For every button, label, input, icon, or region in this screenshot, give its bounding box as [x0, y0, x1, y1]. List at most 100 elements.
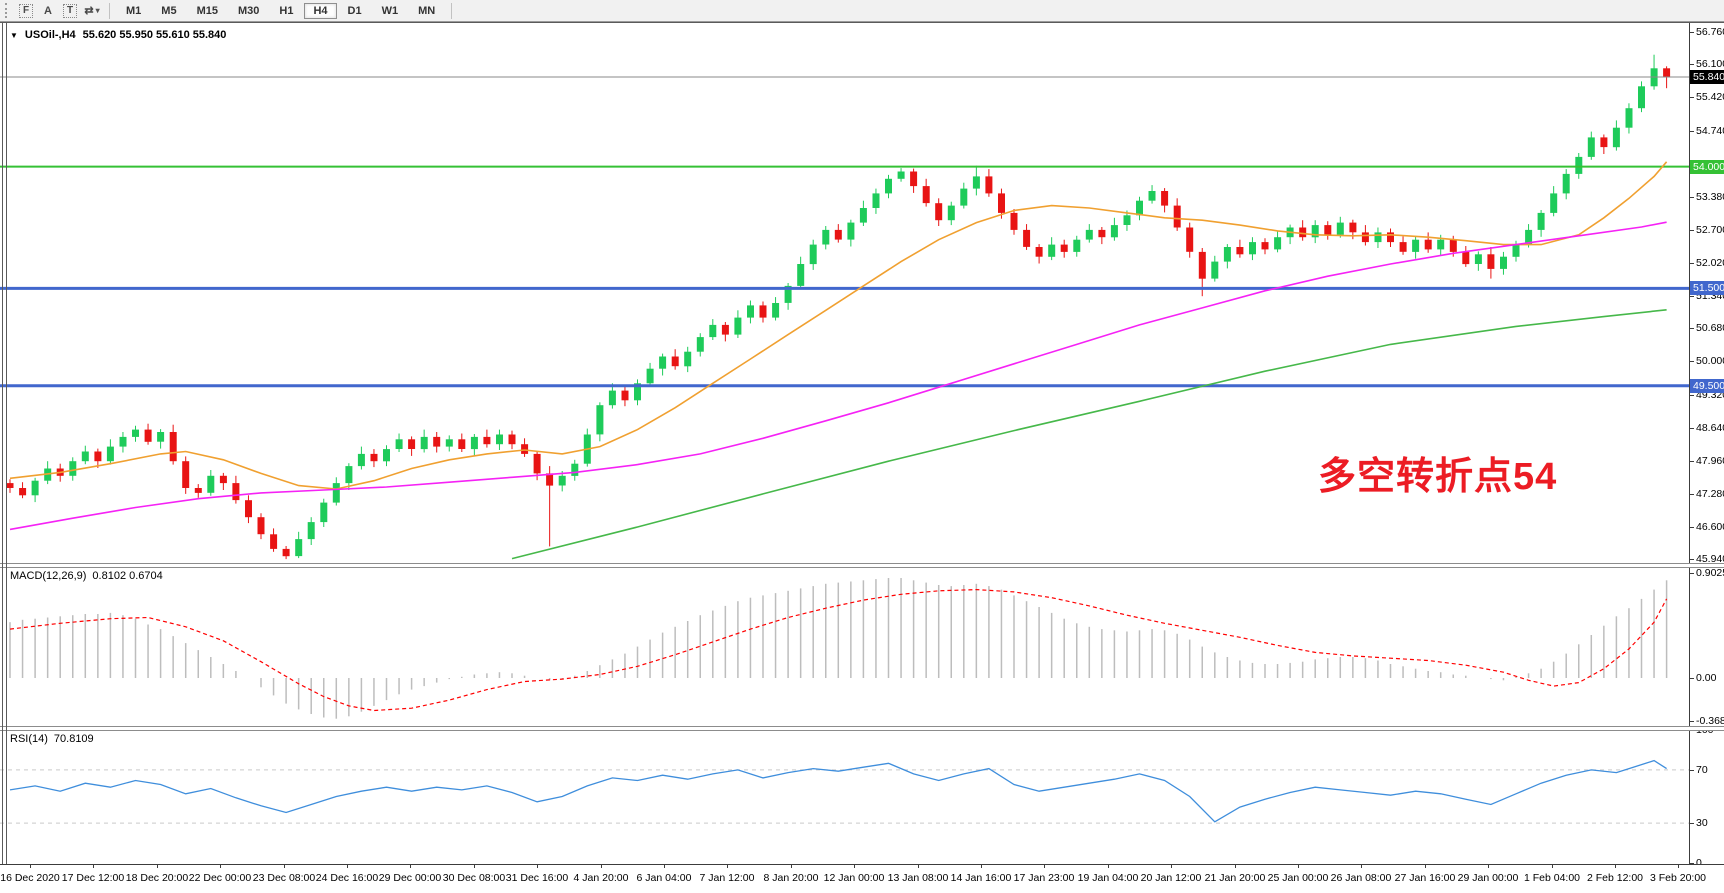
time-axis-label: 18 Dec 20:00 [125, 872, 189, 884]
time-axis-label: 31 Dec 16:00 [505, 872, 569, 884]
time-tick-mark [284, 865, 285, 868]
time-tick-mark [1552, 865, 1553, 868]
price-tick-label: 45.940 [1696, 553, 1724, 565]
time-axis-label: 8 Jan 20:00 [763, 872, 819, 884]
candle-body [684, 351, 692, 367]
candle-body [219, 475, 227, 484]
timeframe-button-m5[interactable]: M5 [161, 4, 177, 17]
scale-tick-mark [1690, 263, 1694, 264]
candle-body [69, 461, 77, 476]
time-axis-label: 23 Dec 08:00 [252, 872, 316, 884]
candle-body [1186, 227, 1194, 252]
candle-body [1073, 239, 1081, 252]
candle-body [445, 439, 453, 447]
price-scale[interactable]: 56.760 56.100 55.420 54.740 53.380 52.700 52.0… [1689, 23, 1724, 869]
scale-tick-mark [1690, 197, 1694, 198]
arrows-icon[interactable]: ⇄ ▾ [84, 5, 100, 17]
candle-body [1161, 191, 1169, 206]
rsi-panel [0, 759, 1689, 824]
candle-body [1587, 137, 1595, 157]
symbol-dropdown-icon[interactable]: ▼ [10, 30, 18, 40]
candle-body [1198, 251, 1206, 279]
panel-splitter[interactable] [0, 563, 1724, 568]
candle-body [144, 429, 152, 442]
candle-body [119, 436, 127, 447]
chevron-down-icon[interactable]: ▾ [95, 6, 100, 15]
text-icon[interactable]: T [60, 2, 80, 20]
scale-tick-mark [1690, 494, 1694, 495]
timeframe-button-h4[interactable]: H4 [304, 2, 337, 19]
time-axis-label: 6 Jan 04:00 [636, 872, 692, 884]
candle-body [1148, 191, 1156, 201]
scale-tick-mark [1690, 131, 1694, 132]
timeframe-button-m15[interactable]: M15 [196, 4, 218, 17]
candle-body [521, 444, 529, 454]
text-label-icon[interactable]: A [44, 4, 52, 17]
candle-body [1048, 244, 1056, 257]
timeframe-button-mn[interactable]: MN [418, 4, 436, 17]
candle-body [1600, 137, 1608, 148]
time-tick-mark [1361, 865, 1362, 868]
rsi-value: 70.8109 [53, 733, 94, 745]
panel-splitter[interactable] [0, 726, 1724, 731]
time-axis-label: 29 Jan 00:00 [1457, 872, 1519, 884]
candle-body [1512, 244, 1520, 257]
candle-body [81, 451, 89, 462]
macd-panel [9, 578, 1668, 719]
time-tick-mark [157, 865, 158, 868]
candle-body [1060, 244, 1068, 252]
time-tick-mark [537, 865, 538, 868]
candle-body [772, 303, 780, 318]
time-tick-mark [1425, 865, 1426, 868]
candle-body [1487, 254, 1495, 269]
macd-values: 0.8102 0.6704 [92, 570, 163, 582]
candle-body [1537, 212, 1545, 230]
candle-body [998, 193, 1005, 213]
chart-annotation-text: 多空转折点54 [1318, 456, 1558, 498]
price-tick-label: 53.380 [1696, 191, 1724, 203]
scale-tick-mark [1690, 97, 1694, 98]
candle-body [207, 475, 215, 493]
candle-body [872, 193, 880, 208]
time-axis-label: 22 Dec 00:00 [188, 872, 252, 884]
candle-body [320, 502, 328, 523]
fibonacci-icon[interactable]: F [16, 2, 36, 20]
candle-body [1562, 173, 1570, 194]
current-price-badge: 55.840 [1690, 70, 1724, 84]
time-axis-label: 29 Dec 00:00 [378, 872, 442, 884]
candle-body [759, 305, 767, 318]
candle-body [1010, 212, 1018, 230]
candle-body [533, 453, 541, 474]
time-axis-label: 21 Jan 20:00 [1204, 872, 1266, 884]
candle-body [897, 171, 905, 179]
time-axis-label: 25 Jan 00:00 [1267, 872, 1329, 884]
timeframe-button-d1[interactable]: D1 [347, 4, 362, 17]
time-tick-mark [918, 865, 919, 868]
scale-tick-mark [1690, 823, 1694, 824]
toolbar-grip[interactable] [5, 3, 11, 18]
time-axis-label: 27 Jan 16:00 [1394, 872, 1456, 884]
candle-body [496, 434, 503, 445]
time-axis[interactable]: 16 Dec 2020 17 Dec 12:00 18 Dec 20:00 22 De… [0, 864, 1724, 893]
candle-body [1625, 108, 1633, 128]
level-price-badge: 54.000 [1690, 160, 1724, 174]
scale-tick-mark [1690, 573, 1694, 574]
time-tick-mark [1678, 865, 1679, 868]
candle-body [182, 461, 190, 488]
timeframe-button-w1[interactable]: W1 [381, 4, 399, 17]
scale-tick-mark [1690, 32, 1694, 33]
ma-slow-line [511, 309, 1667, 560]
candle-body [734, 317, 742, 335]
time-axis-label: 26 Jan 08:00 [1330, 872, 1392, 884]
price-tick-label: 56.760 [1696, 26, 1724, 38]
timeframe-button-m30[interactable]: M30 [237, 4, 260, 17]
time-tick-mark [727, 865, 728, 868]
candle-body [546, 473, 554, 486]
price-panel [0, 54, 1689, 560]
candle-body [232, 483, 240, 501]
ma-fast-line [9, 161, 1668, 490]
timeframe-button-h1[interactable]: H1 [279, 4, 294, 17]
toolbar: F A T ⇄ ▾ M1 M5 M15 M30 H1 H4 D1 W1 MN [0, 0, 1724, 22]
time-tick-mark [93, 865, 94, 868]
timeframe-button-m1[interactable]: M1 [126, 4, 142, 17]
